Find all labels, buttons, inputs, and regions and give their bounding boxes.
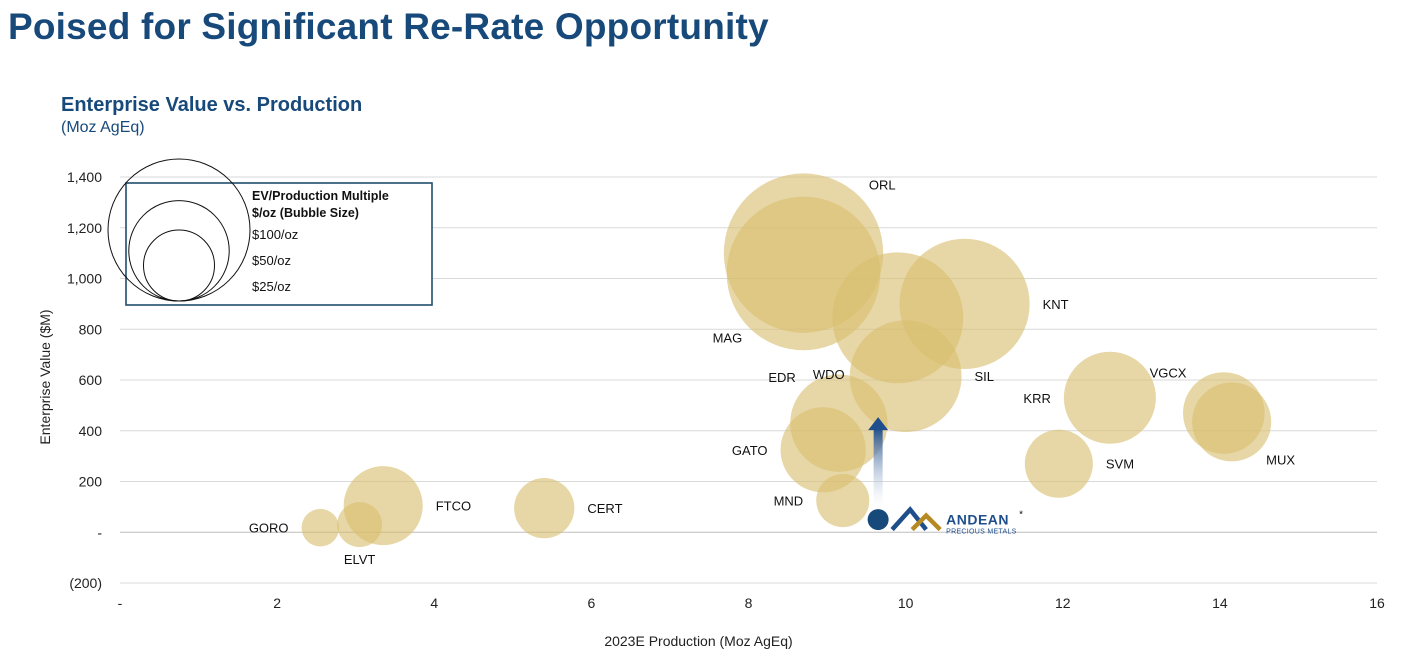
bubble-krr: [1063, 351, 1156, 444]
bubble-label-knt: KNT: [1043, 297, 1069, 312]
x-tick-label: -: [118, 595, 123, 611]
arrow-shaft: [873, 428, 883, 508]
y-tick-label: 400: [79, 423, 103, 439]
bubble-label-edr: EDR: [768, 370, 795, 385]
x-tick-label: 6: [587, 595, 595, 611]
bubble-label-mag: MAG: [713, 331, 743, 346]
bubble-label-goro: GORO: [249, 521, 289, 536]
bubble-goro: [301, 508, 340, 547]
andean-logo-mountain-gold: [910, 512, 942, 532]
bubble-mnd: [816, 473, 870, 528]
y-tick-label: 200: [79, 474, 103, 490]
x-tick-label: 2: [273, 595, 281, 611]
x-tick-label: 8: [745, 595, 753, 611]
legend-box: [125, 182, 433, 306]
bubble-label-krr: KRR: [1023, 391, 1050, 406]
x-tick-label: 16: [1369, 595, 1385, 611]
chart-title: Enterprise Value vs. Production: [61, 94, 363, 116]
y-axis-title: Enterprise Value ($M): [37, 309, 53, 444]
legend: EV/Production Multiple $/oz (Bubble Size)…: [107, 158, 433, 306]
andean-dot: [867, 509, 889, 531]
bubble-cert: [514, 478, 575, 539]
bubbles: [301, 173, 1272, 548]
x-axis-title: 2023E Production (Moz AgEq): [604, 633, 792, 649]
legend-item-label: $25/oz: [252, 279, 291, 294]
bubble-label-svm: SVM: [1106, 457, 1134, 472]
legend-item-label: $100/oz: [252, 227, 298, 242]
legend-item-label: $50/oz: [252, 253, 291, 268]
arrow-head: [868, 417, 889, 431]
legend-title-line1: EV/Production Multiple: [252, 189, 389, 203]
y-tick-label: -: [97, 524, 102, 540]
y-tick-label: 1,200: [67, 220, 102, 236]
bubble-label-elvt: ELVT: [344, 552, 376, 567]
y-tick-label: 600: [79, 372, 103, 388]
bubble-label-sil: SIL: [975, 369, 995, 384]
bubble-label-wdo: WDO: [813, 367, 845, 382]
y-tick-label: (200): [69, 575, 102, 591]
bubble-label-mnd: MND: [774, 494, 804, 509]
chart-subtitle: (Moz AgEq): [61, 119, 145, 136]
bubble-svm: [1024, 429, 1093, 498]
bubble-elvt: [337, 502, 383, 548]
x-tick-label: 14: [1212, 595, 1228, 611]
y-tick-label: 1,400: [67, 169, 102, 185]
page-title: Poised for Significant Re-Rate Opportuni…: [8, 6, 769, 47]
andean-logo-subtitle: PRECIOUS METALS: [946, 529, 1017, 536]
bubble-label-ftco: FTCO: [436, 499, 471, 514]
bubble-mux: [1192, 382, 1272, 462]
bubble-label-gato: GATO: [732, 443, 768, 458]
bubble-label-mux: MUX: [1266, 452, 1295, 467]
bubble-label-orl: ORL: [869, 178, 896, 193]
x-tick-label: 10: [898, 595, 914, 611]
bubble-label-cert: CERT: [587, 501, 622, 516]
x-tick-label: 12: [1055, 595, 1071, 611]
andean-logo-marker: *: [1019, 510, 1023, 521]
bubble-labels: GORO ELVT FTCO CERT MND GATO EDR SIL WDO KNT ORL MA…: [249, 178, 1296, 567]
bubble-gato: [780, 407, 866, 493]
y-tick-label: 1,000: [67, 271, 102, 287]
bubble-label-vgcx: VGCX: [1150, 366, 1187, 381]
legend-circle: [143, 229, 215, 302]
legend-title-line2: $/oz (Bubble Size): [252, 206, 359, 220]
x-tick-label: 4: [430, 595, 438, 611]
y-tick-label: 800: [79, 321, 103, 337]
andean-logo-name: ANDEAN: [946, 512, 1009, 528]
